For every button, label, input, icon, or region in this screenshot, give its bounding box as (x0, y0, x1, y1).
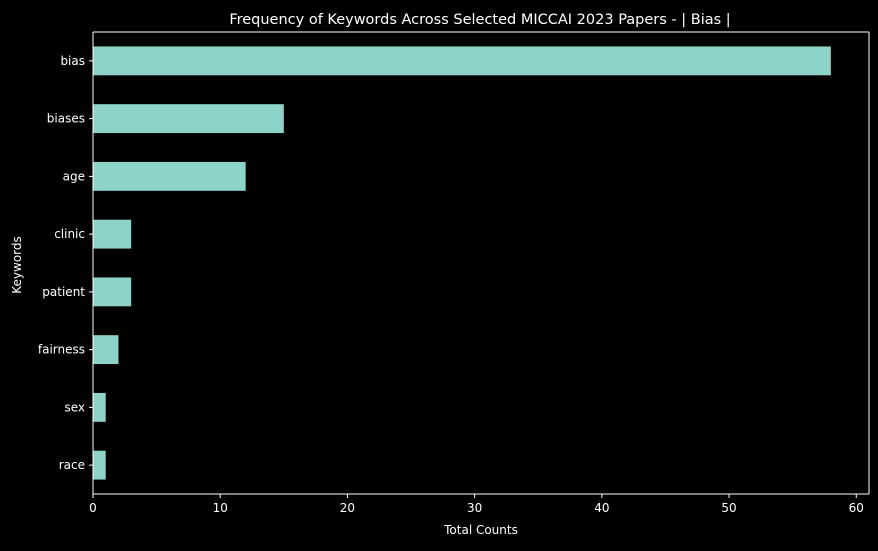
bar-sex (93, 392, 106, 422)
y-tick-label-sex: sex (64, 400, 85, 414)
y-tick-label-race: race (59, 458, 85, 472)
y-tick-label-bias: bias (60, 54, 85, 68)
bar-bias (93, 46, 831, 76)
x-tick-label-10: 10 (213, 501, 228, 515)
x-tick-label-20: 20 (340, 501, 355, 515)
bar-clinic (93, 219, 132, 249)
bar-biases (93, 104, 284, 134)
y-tick-label-patient: patient (42, 285, 85, 299)
y-tick-label-clinic: clinic (54, 227, 85, 241)
bar-age (93, 161, 246, 191)
x-tick-label-40: 40 (594, 501, 609, 515)
x-tick-label-50: 50 (721, 501, 736, 515)
bar-patient (93, 277, 132, 307)
x-axis-ticks: 0 10 20 30 40 50 60 (89, 494, 864, 515)
y-axis-label: Keywords (10, 236, 24, 294)
x-tick-label-60: 60 (849, 501, 864, 515)
bars-layer (93, 46, 831, 480)
y-tick-label-biases: biases (47, 112, 85, 126)
x-tick-label-30: 30 (467, 501, 482, 515)
x-axis-label: Total Counts (443, 523, 518, 537)
y-tick-label-fairness: fairness (38, 343, 85, 357)
bar-race (93, 450, 106, 480)
x-tick-label-0: 0 (89, 501, 97, 515)
y-tick-label-age: age (63, 169, 85, 183)
bar-fairness (93, 335, 119, 365)
chart-title: Frequency of Keywords Across Selected MI… (229, 12, 730, 28)
y-axis-ticks: bias biases age clinic patient fairness sex rac… (38, 54, 93, 472)
